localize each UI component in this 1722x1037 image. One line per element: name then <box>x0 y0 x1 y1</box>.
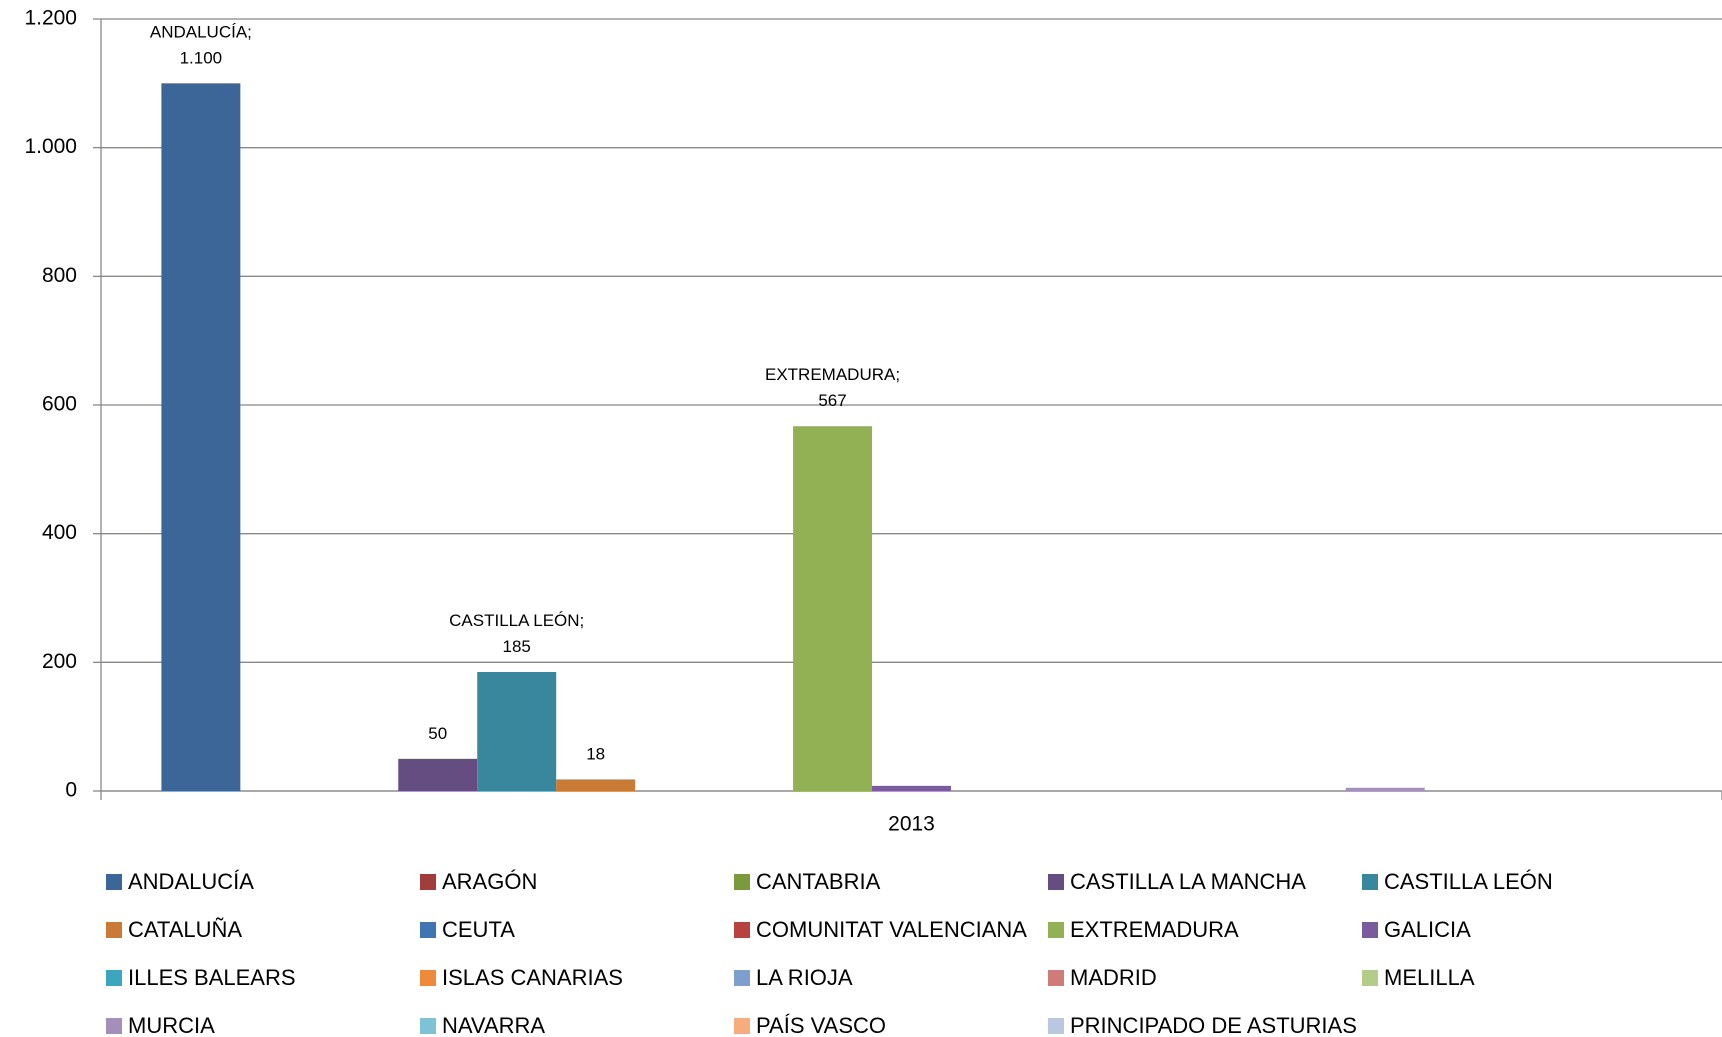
legend-label: ILLES BALEARS <box>128 965 296 990</box>
legend-swatch <box>106 874 122 890</box>
bar <box>477 671 557 791</box>
legend-label: CATALUÑA <box>128 917 242 942</box>
bar <box>398 758 478 791</box>
legend-label: COMUNITAT VALENCIANA <box>756 917 1027 942</box>
data-label: CASTILLA LEÓN; 185 <box>449 611 584 656</box>
y-tick-label: 200 <box>42 650 77 673</box>
legend-swatch <box>106 1018 122 1034</box>
legend-swatch <box>1362 874 1378 890</box>
bar <box>556 779 636 791</box>
bar <box>161 83 241 792</box>
bar <box>793 426 873 791</box>
y-tick-label: 800 <box>42 264 77 287</box>
legend-label: GALICIA <box>1384 917 1471 942</box>
legend-swatch <box>1362 970 1378 986</box>
legend-label: MADRID <box>1070 965 1157 990</box>
legend-swatch <box>420 1018 436 1034</box>
legend-label: PAÍS VASCO <box>756 1013 886 1037</box>
y-tick-label: 1.000 <box>24 135 77 158</box>
data-label: ANDALUCÍA; 1.100 <box>150 23 252 68</box>
legend-label: EXTREMADURA <box>1070 917 1239 942</box>
legend-swatch <box>1048 970 1064 986</box>
legend-label: NAVARRA <box>442 1013 545 1037</box>
legend-swatch <box>420 970 436 986</box>
legend-swatch <box>734 1018 750 1034</box>
data-label: EXTREMADURA; 567 <box>765 366 900 411</box>
legend-swatch <box>1048 1018 1064 1034</box>
legend-swatch <box>106 922 122 938</box>
legend-label: CEUTA <box>442 917 515 942</box>
legend-swatch <box>420 922 436 938</box>
y-tick-label: 600 <box>42 393 77 416</box>
legend-label: CANTABRIA <box>756 869 881 894</box>
legend-label: ISLAS CANARIAS <box>442 965 623 990</box>
y-tick-label: 0 <box>65 779 77 802</box>
data-label: 18 <box>586 745 605 764</box>
data-label: 50 <box>428 724 447 743</box>
y-tick-label: 400 <box>42 521 77 544</box>
legend-swatch <box>1362 922 1378 938</box>
y-tick-label: 1.200 <box>24 7 77 30</box>
legend-swatch <box>734 970 750 986</box>
legend-label: MELILLA <box>1384 965 1475 990</box>
legend-label: PRINCIPADO DE ASTURIAS <box>1070 1013 1357 1037</box>
legend-label: LA RIOJA <box>756 965 853 990</box>
legend-swatch <box>106 970 122 986</box>
legend-swatch <box>734 874 750 890</box>
legend-swatch <box>734 922 750 938</box>
x-tick-label: 2013 <box>888 813 935 836</box>
bar <box>872 785 951 791</box>
legend-label: MURCIA <box>128 1013 215 1037</box>
legend-swatch <box>1048 874 1064 890</box>
legend-swatch <box>1048 922 1064 938</box>
legend-label: CASTILLA LA MANCHA <box>1070 869 1306 894</box>
legend-label: ANDALUCÍA <box>128 869 254 894</box>
legend-label: ARAGÓN <box>442 869 537 894</box>
legend-swatch <box>420 874 436 890</box>
bar <box>1345 787 1425 791</box>
legend-label: CASTILLA LEÓN <box>1384 869 1553 894</box>
